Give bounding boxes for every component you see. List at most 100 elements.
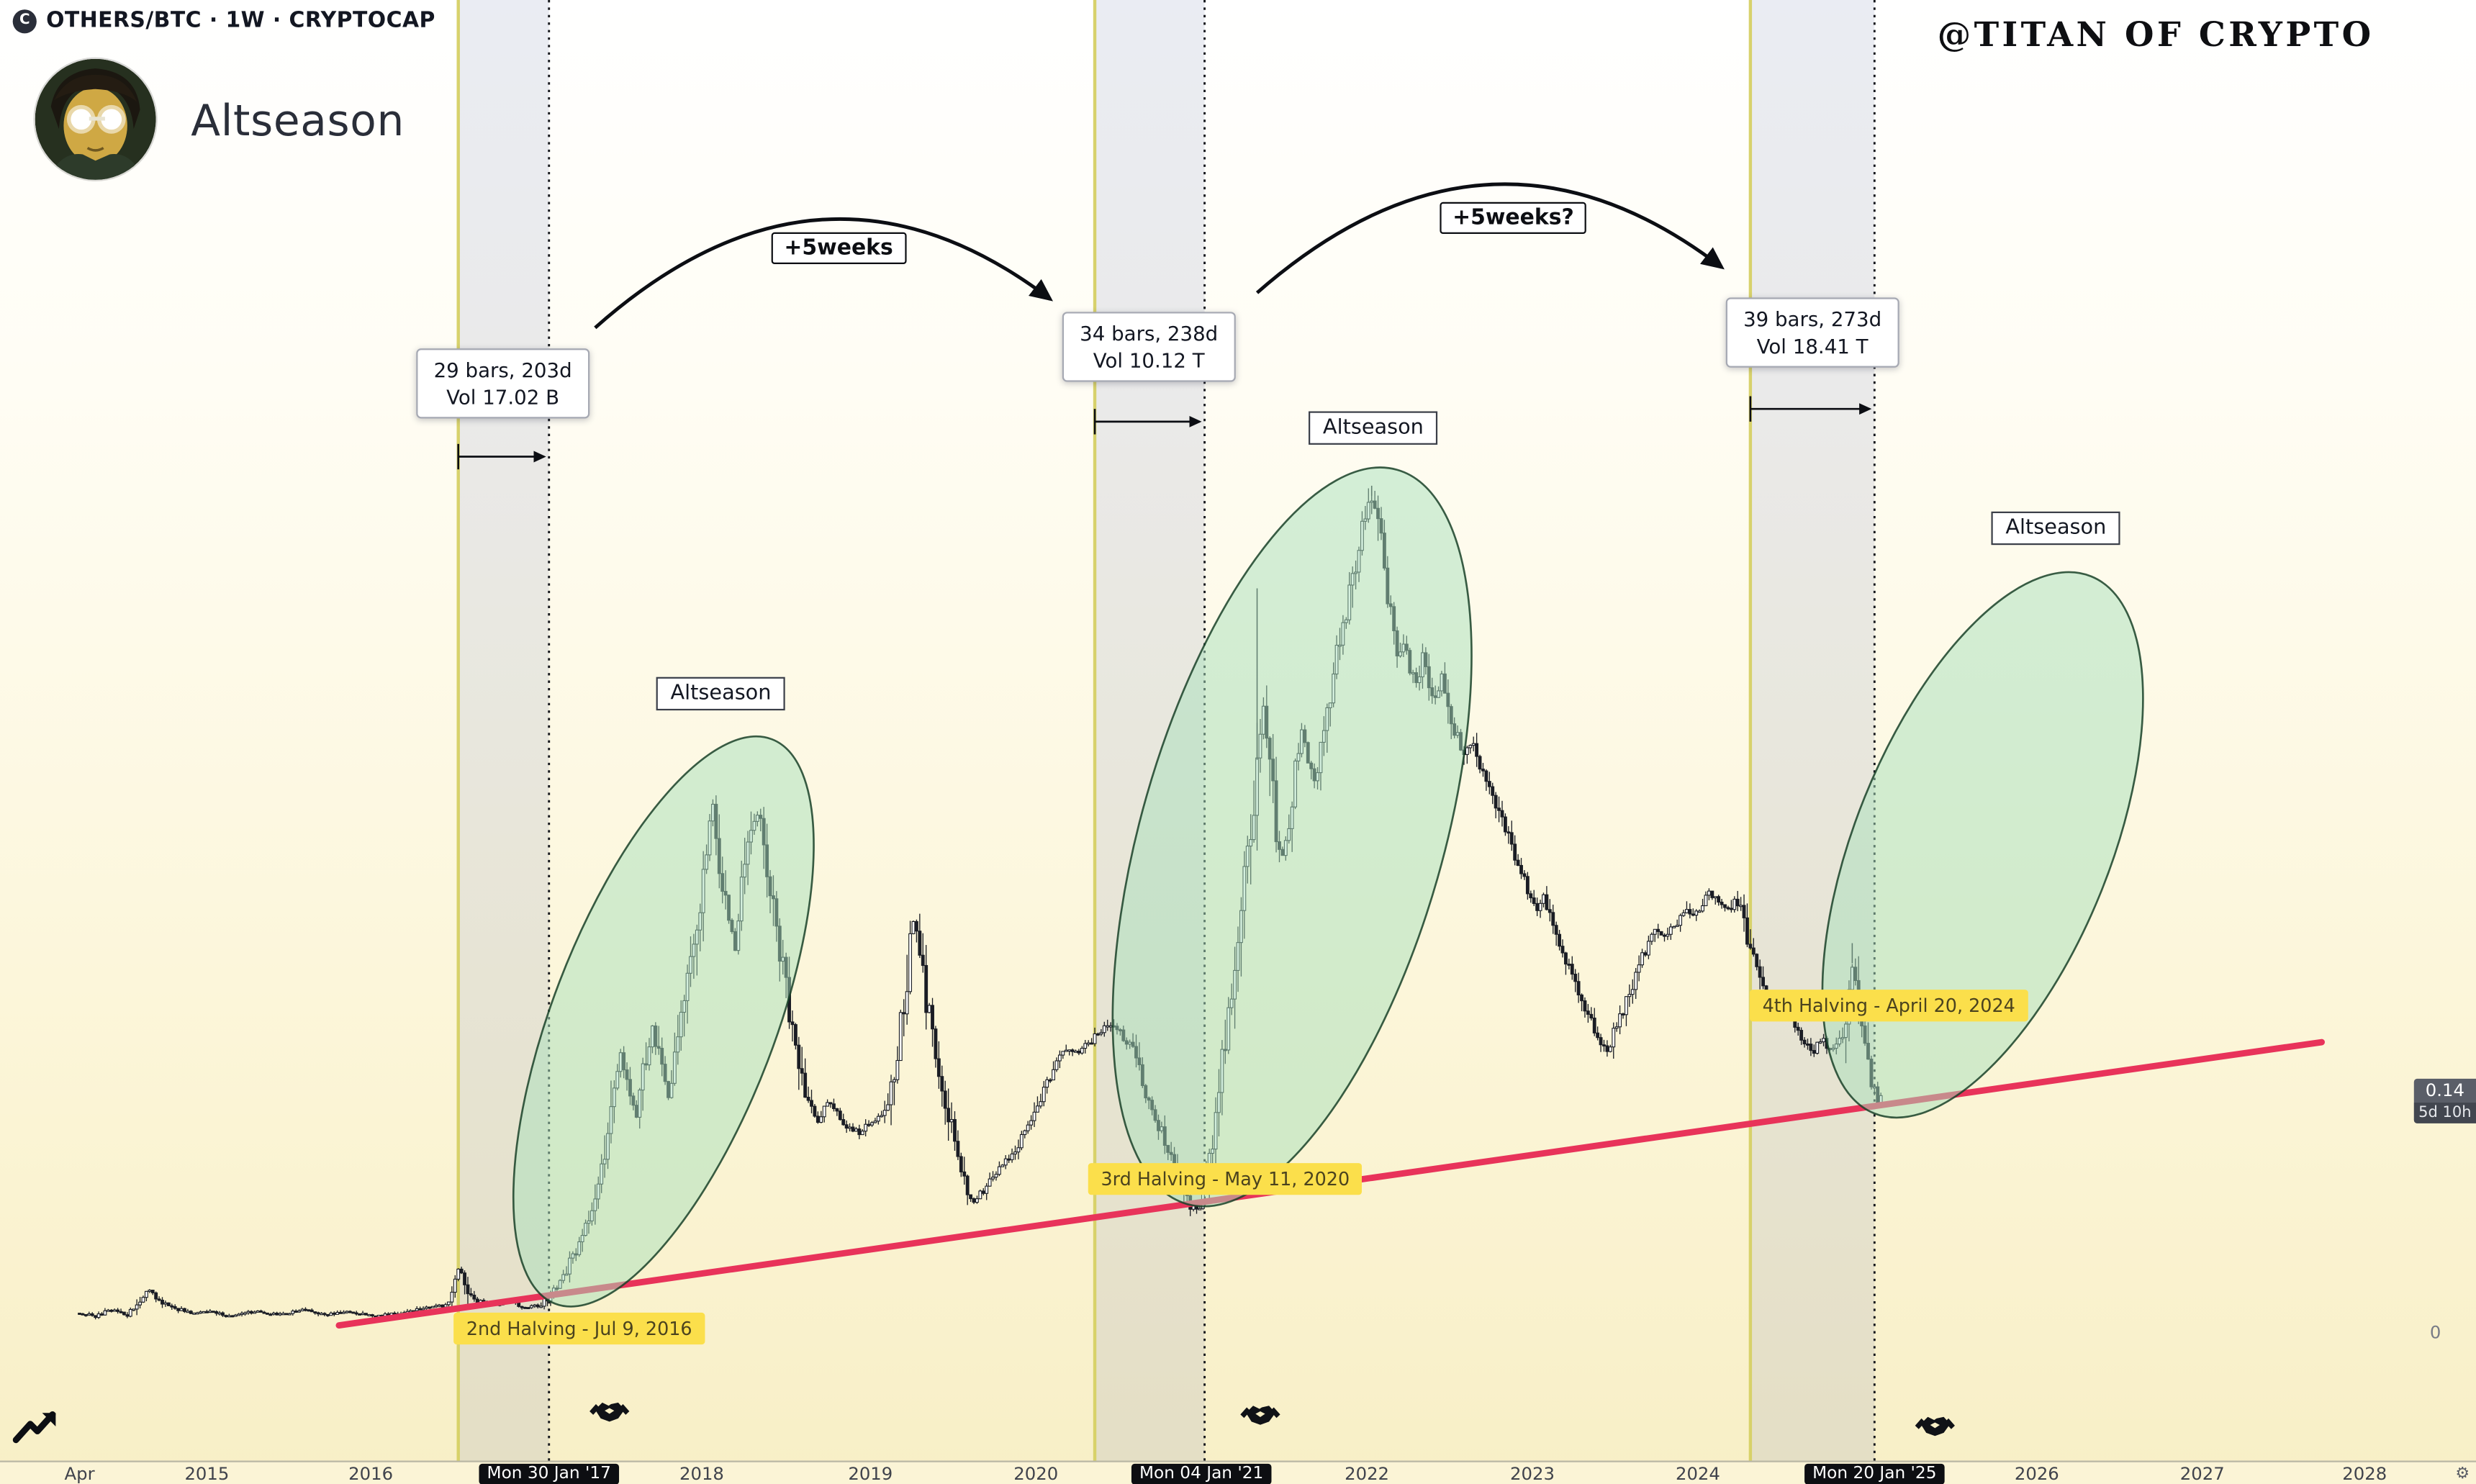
candle-body: [835, 1108, 839, 1112]
candle-body: [1701, 905, 1704, 912]
candle-body: [320, 1313, 324, 1316]
candle-body: [313, 1311, 317, 1313]
altseason-ellipse[interactable]: [1756, 529, 2209, 1162]
candle-body: [1729, 908, 1733, 910]
candle-body: [844, 1124, 849, 1129]
candle-body: [224, 1315, 228, 1318]
candle-body: [243, 1312, 247, 1315]
candle-body: [542, 1298, 546, 1307]
candle-body: [469, 1293, 473, 1296]
altseason-ellipse[interactable]: [451, 700, 876, 1344]
candle-body: [959, 1156, 963, 1172]
candle-body: [472, 1295, 476, 1300]
candle-body: [1612, 1028, 1616, 1048]
cycle-arrow[interactable]: [1255, 182, 1725, 294]
candle-body: [425, 1306, 428, 1309]
altseason-label[interactable]: Altseason: [1309, 411, 1438, 445]
candle-body: [905, 991, 909, 1015]
candle-body: [1815, 1041, 1820, 1054]
candle-body: [1090, 1042, 1094, 1045]
candle-body: [898, 1012, 903, 1062]
candle-body: [1751, 947, 1756, 955]
measure-label[interactable]: 39 bars, 273d Vol 18.41 T: [1725, 297, 1899, 368]
candle-body: [148, 1290, 152, 1292]
candle-body: [911, 920, 916, 934]
candle-body: [268, 1313, 273, 1316]
candle-body: [192, 1312, 196, 1315]
candle-body: [1538, 902, 1542, 911]
candle-body: [1580, 994, 1583, 1002]
candle-body: [1506, 831, 1511, 834]
candle-body: [1618, 1013, 1622, 1028]
altseason-label[interactable]: Altseason: [656, 677, 786, 711]
measure-label[interactable]: 34 bars, 238d Vol 10.12 T: [1062, 312, 1236, 382]
candle-body: [109, 1309, 114, 1312]
candle-body: [1691, 913, 1695, 916]
candle-body: [985, 1185, 989, 1194]
weeks-arrow-label[interactable]: +5weeks: [771, 232, 906, 264]
candle-body: [1822, 1038, 1826, 1043]
bar-countdown: 5d 10h: [2413, 1103, 2476, 1123]
candle-body: [106, 1309, 110, 1312]
gear-icon[interactable]: ⚙: [2455, 1465, 2470, 1483]
candle-body: [249, 1311, 253, 1314]
candle-body: [278, 1313, 282, 1316]
candle-body: [428, 1306, 432, 1309]
candle-body: [125, 1314, 130, 1317]
candle-body: [1640, 952, 1644, 966]
candle-body: [956, 1141, 960, 1157]
candle-body: [1036, 1105, 1039, 1113]
candle-body: [880, 1115, 884, 1118]
candle-body: [1742, 905, 1746, 918]
candle-body: [526, 1307, 530, 1310]
candle-body: [150, 1290, 155, 1293]
candle-body: [94, 1315, 98, 1318]
candle-body: [1694, 910, 1699, 916]
candle-body: [972, 1198, 976, 1203]
candle-body: [860, 1131, 864, 1136]
altseason-label[interactable]: Altseason: [1991, 511, 2121, 546]
candle-body: [275, 1312, 279, 1316]
halving-date-label[interactable]: 4th Halving - April 20, 2024: [1749, 990, 2028, 1022]
candle-body: [1516, 859, 1520, 867]
candle-body: [949, 1118, 954, 1123]
cycle-arrow[interactable]: [594, 217, 1053, 330]
candle-body: [166, 1302, 171, 1306]
candle-body: [179, 1308, 184, 1311]
candle-body: [415, 1308, 419, 1311]
candle-body: [1497, 807, 1501, 811]
candle-body: [819, 1116, 823, 1123]
candle-body: [208, 1311, 212, 1313]
cryptocap-icon: C: [12, 9, 37, 33]
halving-band: [1750, 0, 1875, 1461]
candle-body: [1637, 964, 1641, 973]
candle-body: [1077, 1050, 1081, 1054]
candle-body: [217, 1312, 222, 1315]
altseason-ellipse[interactable]: [1042, 428, 1542, 1246]
candle-body: [325, 1313, 330, 1316]
candle-body: [348, 1311, 352, 1313]
time-axis-tick: 2015: [184, 1463, 230, 1484]
halving-date-label[interactable]: 3rd Halving - May 11, 2020: [1088, 1163, 1363, 1195]
symbol-header[interactable]: C OTHERS/BTC · 1W · CRYPTOCAP: [12, 8, 435, 33]
tradingview-logo[interactable]: [12, 1410, 64, 1451]
candle-body: [173, 1306, 177, 1309]
candle-body: [1726, 907, 1730, 910]
measure-label[interactable]: 29 bars, 203d Vol 17.02 B: [416, 348, 589, 419]
halving-date-label[interactable]: 2nd Halving - Jul 9, 2016: [453, 1312, 705, 1345]
candle-body: [1748, 944, 1753, 949]
candle-body: [889, 1081, 893, 1105]
candle-body: [1519, 864, 1523, 874]
candle-body: [914, 920, 918, 932]
candle-body: [1052, 1069, 1055, 1081]
time-axis[interactable]: Apr 2015 2016 Mon 30 Jan '17 2018 2019 2020 Mon…: [0, 1460, 2476, 1484]
candle-body: [981, 1190, 985, 1194]
candle-body: [300, 1308, 304, 1311]
candle-body: [246, 1311, 250, 1313]
time-axis-tick: 2018: [679, 1463, 724, 1484]
weeks-arrow-label[interactable]: +5weeks?: [1440, 202, 1587, 234]
candle-body: [902, 1012, 906, 1015]
candle-body: [189, 1311, 193, 1314]
